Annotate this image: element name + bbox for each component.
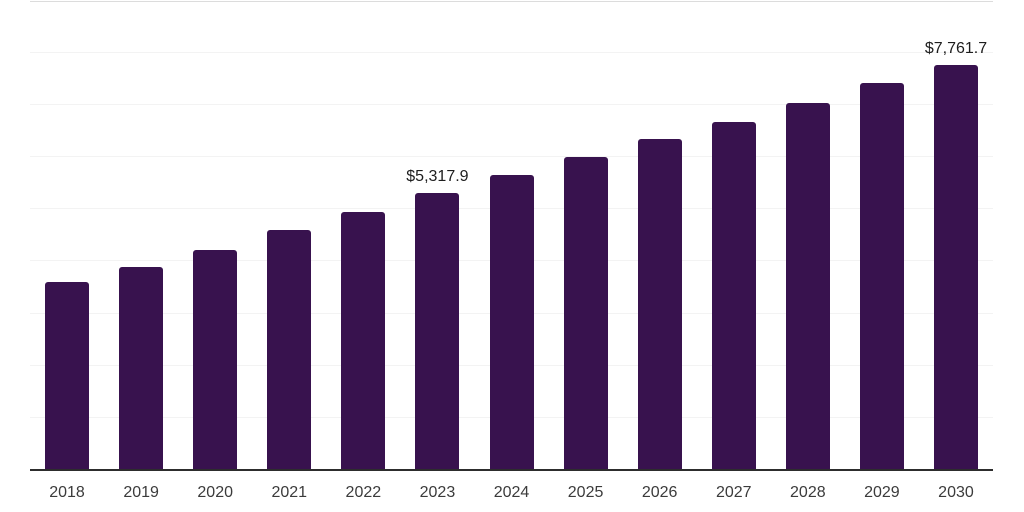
bar-slot-2029 <box>845 1 919 470</box>
bar-slot-2018 <box>30 1 104 470</box>
x-tick-label-2024: 2024 <box>493 484 530 501</box>
x-tick-label-2020: 2020 <box>197 484 233 501</box>
x-tick-label-2025: 2025 <box>567 484 604 501</box>
bar-slot-2025 <box>549 1 623 470</box>
x-tick-label-2028: 2028 <box>790 484 826 501</box>
bar-2021[interactable] <box>267 230 312 470</box>
bar-2024[interactable] <box>489 174 534 470</box>
x-axis-tick-labels: 2018 2019 2020 2021 2022 2023 2024 2025 2026 2027… <box>30 471 993 511</box>
bar-2020[interactable] <box>193 249 238 470</box>
x-tick-label-2018: 2018 <box>49 484 85 501</box>
bar-slot-2024 <box>474 1 548 470</box>
bar-series: $5,317.9 $7,761.7 <box>30 1 993 470</box>
bar-slot-2028 <box>771 1 845 470</box>
plot-area: $5,317.9 $7,761.7 <box>30 1 993 470</box>
x-tick-label-2029: 2029 <box>864 484 900 501</box>
x-tick-label-2021: 2021 <box>271 484 308 501</box>
x-tick-label-2026: 2026 <box>641 484 678 501</box>
bar-slot-2027 <box>697 1 771 470</box>
bar-2029[interactable] <box>859 83 904 470</box>
bar-slot-2030: $7,761.7 <box>919 1 993 470</box>
bar-2025[interactable] <box>563 156 608 470</box>
bar-2026[interactable] <box>637 139 682 470</box>
bar-2030[interactable] <box>933 65 978 470</box>
gridline-8000 <box>30 52 993 53</box>
bar-2022[interactable] <box>341 211 386 470</box>
bar-slot-2019 <box>104 1 178 470</box>
bar-2028[interactable] <box>785 103 830 470</box>
bar-slot-2022 <box>326 1 400 470</box>
x-tick-label-2019: 2019 <box>123 484 159 501</box>
x-tick-label-2030: 2030 <box>938 484 974 501</box>
gridline-9000 <box>30 1 993 2</box>
x-tick-label-2022: 2022 <box>345 484 382 501</box>
x-tick-label-2027: 2027 <box>715 484 752 501</box>
gridline-6000 <box>30 156 993 157</box>
bar-slot-2023: $5,317.9 <box>400 1 474 470</box>
bar-slot-2026 <box>623 1 697 470</box>
x-axis-line <box>30 469 993 471</box>
bar-value-label-2023: $5,317.9 <box>406 167 469 185</box>
bar-value-label-2030: $7,761.7 <box>924 40 988 58</box>
bar-2023[interactable] <box>415 192 460 470</box>
bar-2018[interactable] <box>45 281 90 470</box>
gridline-7000 <box>30 104 993 105</box>
bar-slot-2020 <box>178 1 252 470</box>
bar-2027[interactable] <box>711 121 756 470</box>
bar-slot-2021 <box>252 1 326 470</box>
x-tick-label-2023: 2023 <box>419 484 456 501</box>
bar-2019[interactable] <box>119 266 164 470</box>
